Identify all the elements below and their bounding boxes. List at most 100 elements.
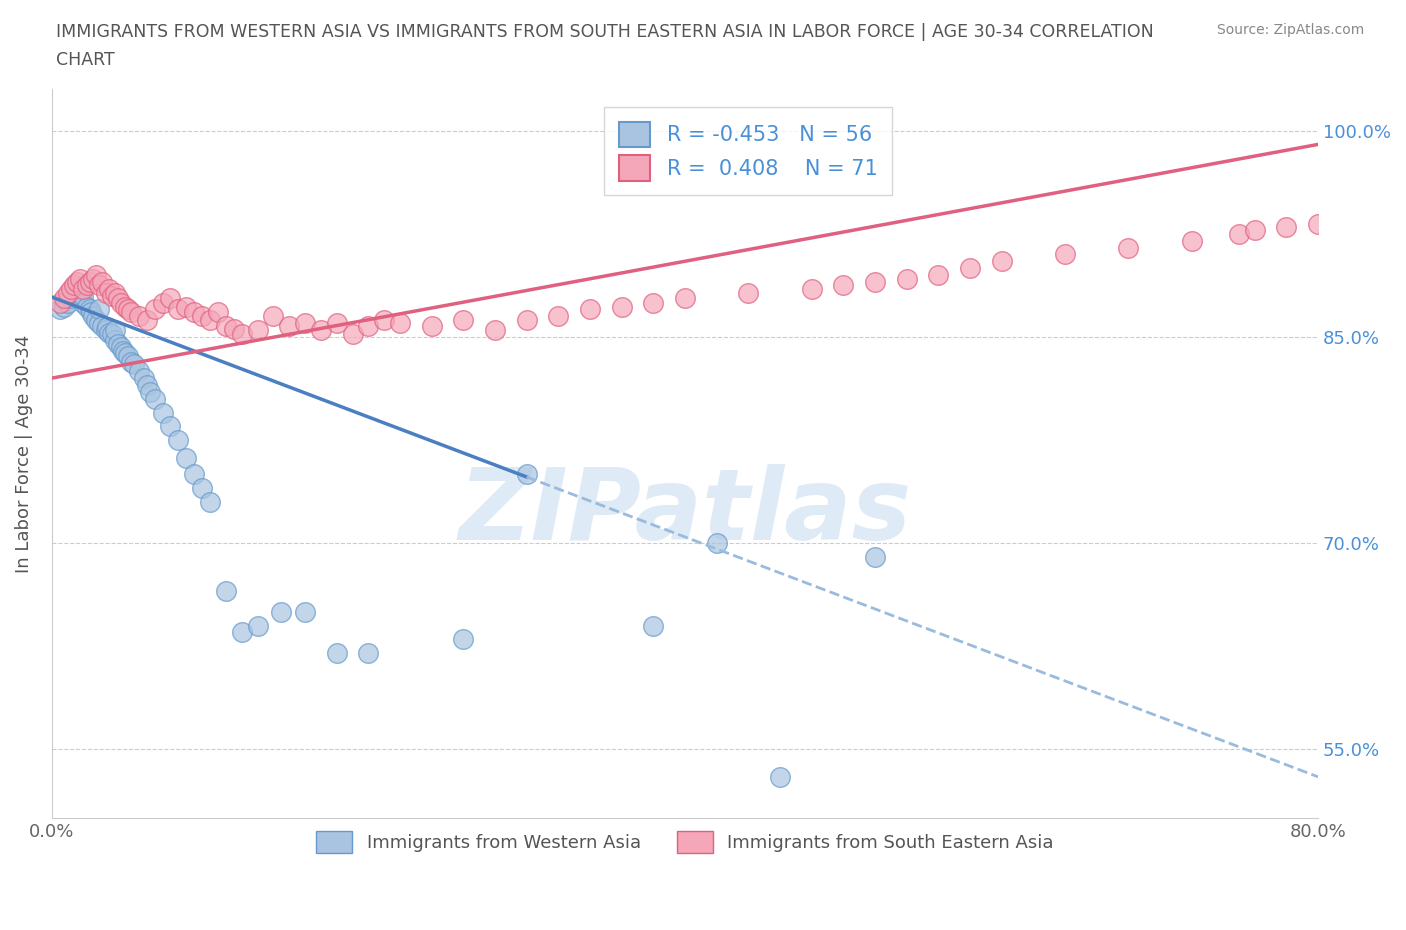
Point [167,302,190,317]
Point [72,288,94,303]
Point [63,288,86,303]
Point [215,318,238,333]
Point [84,312,107,327]
Point [79,274,101,289]
Point [53,299,76,314]
Point [122,357,145,372]
Point [82,272,104,286]
Point [79,302,101,317]
Point [91,318,114,333]
Point [176,450,198,465]
Point [89,315,111,330]
Point [84,268,107,283]
Y-axis label: In Labor Force | Age 30-34: In Labor Force | Age 30-34 [15,335,32,573]
Point [91,274,114,289]
Point [114,299,136,314]
Point [959,260,981,275]
Point [278,318,301,333]
Point [111,343,134,358]
Point [207,305,229,320]
Point [927,268,949,283]
Point [104,332,127,347]
Point [56,295,79,310]
Point [198,495,221,510]
Text: CHART: CHART [56,51,115,69]
Point [110,295,132,310]
Point [167,432,190,447]
Point [59,281,82,296]
Point [294,604,316,619]
Point [176,299,198,314]
Point [516,312,538,327]
Point [101,288,124,303]
Point [1116,240,1139,255]
Point [183,305,205,320]
Point [388,315,411,330]
Point [579,302,602,317]
Point [132,371,155,386]
Point [104,286,127,300]
Point [101,326,124,341]
Point [69,281,91,296]
Point [643,295,665,310]
Point [832,277,855,292]
Point [117,302,139,317]
Point [262,309,284,324]
Point [1243,222,1265,237]
Point [76,277,98,292]
Point [128,309,150,324]
Point [222,321,245,336]
Point [139,384,162,399]
Point [65,286,87,300]
Point [863,274,886,289]
Point [191,481,214,496]
Point [183,467,205,482]
Point [152,295,174,310]
Legend: Immigrants from Western Asia, Immigrants from South Eastern Asia: Immigrants from Western Asia, Immigrants… [309,824,1062,860]
Point [104,323,127,338]
Point [516,467,538,482]
Point [143,302,166,317]
Point [152,405,174,420]
Point [1180,233,1202,248]
Point [80,305,103,320]
Point [643,618,665,633]
Point [1053,247,1076,262]
Point [66,274,89,289]
Point [990,254,1012,269]
Point [769,769,792,784]
Point [117,349,139,364]
Point [94,323,117,338]
Point [800,281,823,296]
Point [94,286,117,300]
Point [309,323,332,338]
Point [737,286,759,300]
Point [294,315,316,330]
Point [59,291,82,306]
Point [107,337,129,352]
Point [48,302,70,317]
Point [48,295,70,310]
Point [246,323,269,338]
Point [420,318,443,333]
Point [1308,217,1330,232]
Point [110,339,132,354]
Point [270,604,292,619]
Point [373,312,395,327]
Point [114,346,136,361]
Point [357,318,380,333]
Point [325,645,347,660]
Point [107,291,129,306]
Point [159,291,181,306]
Point [97,281,120,296]
Point [89,277,111,292]
Point [89,302,111,317]
Point [1227,226,1250,241]
Point [69,272,91,286]
Point [63,277,86,292]
Point [231,326,253,341]
Point [96,320,118,335]
Point [246,618,269,633]
Point [547,309,569,324]
Point [484,323,506,338]
